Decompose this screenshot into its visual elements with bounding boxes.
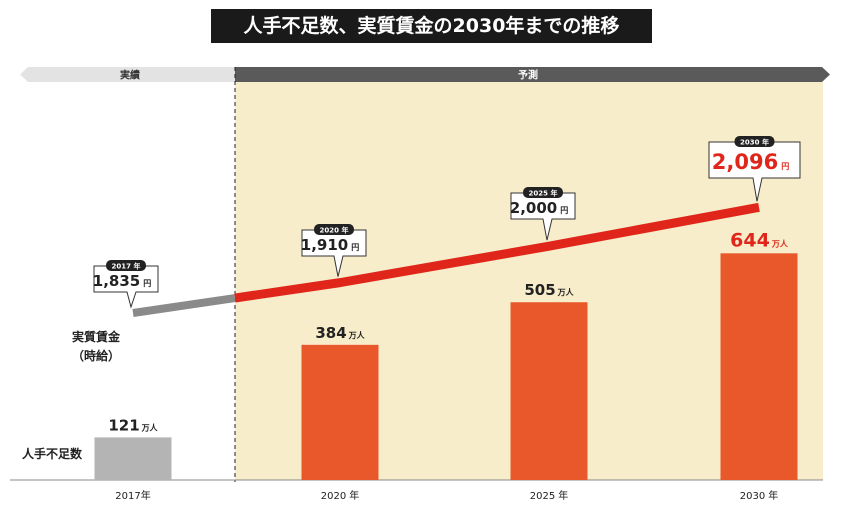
bar-value-label: 384 万人 — [315, 324, 365, 342]
wage-callout: 2025 年2,000 円 — [510, 187, 576, 241]
callout-year-label: 2017 年 — [112, 262, 141, 271]
callout-value: 1,910 円 — [301, 236, 359, 254]
shortage-bar — [510, 302, 588, 480]
forecast-period-label: 予測 — [518, 69, 538, 82]
shortage-bar — [94, 437, 172, 480]
x-tick-label: 2025 年 — [530, 489, 568, 502]
callout-box — [708, 141, 801, 202]
x-tick-label: 2030 年 — [740, 489, 778, 502]
callout-value: 2,000 円 — [510, 199, 568, 217]
callout-value: 2,096 円 — [712, 150, 789, 174]
callout-year-tag — [106, 260, 146, 271]
callout-box — [93, 265, 159, 309]
wage-line-actual — [132, 294, 236, 317]
callout-box — [510, 192, 576, 241]
wage-callout: 2017 年1,835 円 — [93, 260, 159, 309]
actual-period-banner — [20, 67, 235, 82]
callout-year-label: 2025 年 — [529, 189, 558, 198]
wage-line-forecast — [234, 202, 760, 303]
x-tick-label: 2020 年 — [321, 489, 359, 502]
chart-title: 人手不足数、実質賃金の2030年までの推移 — [211, 9, 652, 43]
wage-row-sublabel: （時給） — [72, 348, 120, 363]
x-tick-label: 2017年 — [115, 489, 150, 502]
callout-year-tag — [523, 187, 563, 198]
wage-callout: 2030 年 2,096 円 — [708, 136, 801, 202]
bar-value-label: 644 万人 — [730, 229, 789, 251]
callout-year-tag — [734, 136, 775, 147]
callout-year-tag — [314, 224, 354, 235]
callout-year-label: 2030 年 — [740, 138, 769, 147]
wage-row-label: 実質賃金 — [72, 329, 121, 344]
wage-callout: 2020 年1,910 円 — [301, 224, 367, 277]
shortage-row-label: 人手不足数 — [22, 446, 83, 461]
shortage-bar — [720, 253, 798, 480]
shortage-bar — [301, 344, 379, 480]
actual-period-label: 実績 — [120, 69, 140, 82]
bar-value-label: 505 万人 — [524, 281, 574, 299]
callout-year-label: 2020 年 — [320, 226, 349, 235]
callout-box — [301, 229, 367, 277]
bar-value-label: 121 万人 — [108, 416, 158, 434]
callout-value: 1,835 円 — [93, 272, 151, 290]
forecast-period-banner — [235, 67, 830, 82]
